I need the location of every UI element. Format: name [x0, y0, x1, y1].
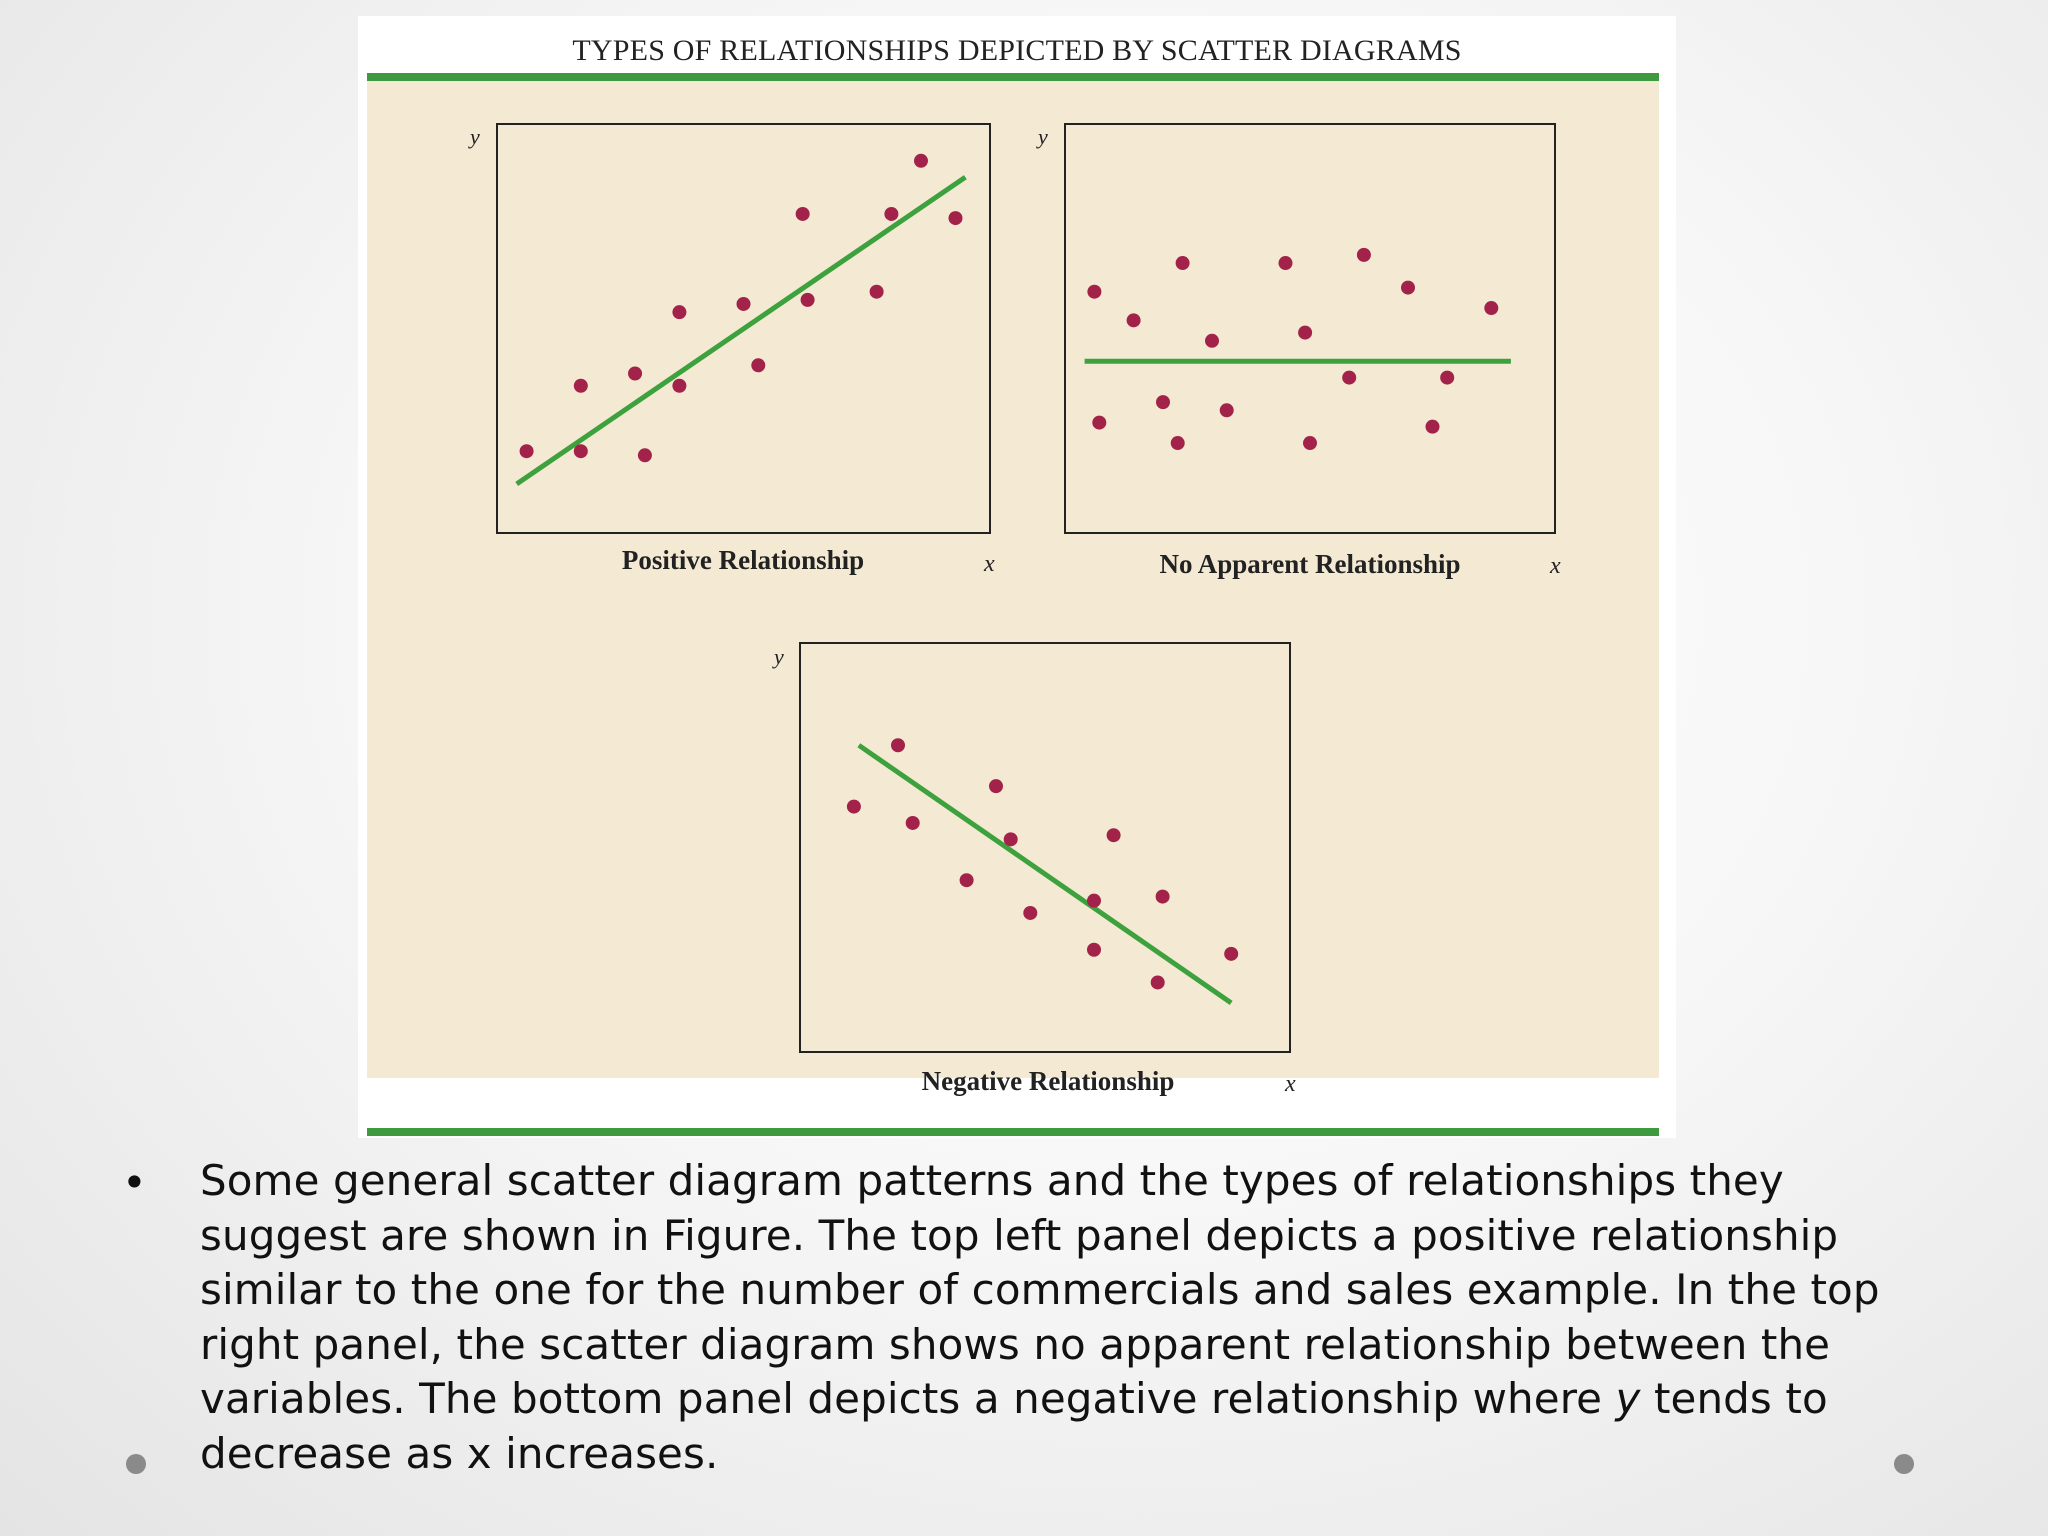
- data-point-bottom-1: [846, 799, 861, 814]
- data-point-top-right-6: [1298, 325, 1313, 340]
- figure-title: TYPES OF RELATIONSHIPS DEPICTED BY SCATT…: [572, 34, 1462, 67]
- slide-corner-dot-left: [126, 1454, 146, 1474]
- data-point-bottom-2: [891, 738, 905, 753]
- slide-corner-dot-right: [1894, 1454, 1914, 1474]
- figure: TYPES OF RELATIONSHIPS DEPICTED BY SCATT…: [358, 16, 1676, 1138]
- y-axis-label-bottom: y: [772, 644, 784, 669]
- data-point-top-left-10: [800, 292, 815, 307]
- panel-background: [367, 79, 1659, 1078]
- data-point-top-right-4: [1205, 333, 1219, 348]
- data-point-bottom-6: [1003, 832, 1018, 847]
- data-point-top-left-11: [795, 206, 810, 221]
- data-point-top-right-8: [1401, 280, 1415, 295]
- data-point-top-left-4: [573, 378, 588, 393]
- data-point-top-right-12: [1170, 436, 1185, 451]
- data-point-top-left-14: [913, 153, 928, 168]
- caption-text-before: Some general scatter diagram patterns an…: [200, 1156, 1880, 1423]
- caption-y-variable: y: [1615, 1374, 1641, 1423]
- data-point-top-right-10: [1092, 415, 1107, 430]
- trend-line-top-left: [515, 175, 967, 486]
- caption-text: Some general scatter diagram patterns an…: [200, 1154, 1940, 1481]
- data-point-top-right-15: [1342, 370, 1357, 385]
- y-axis-label-top-right: y: [1036, 124, 1048, 149]
- data-point-bottom-5: [989, 779, 1003, 794]
- data-point-top-right-7: [1356, 247, 1371, 262]
- data-point-top-right-5: [1278, 256, 1293, 271]
- data-point-top-right-11: [1156, 395, 1170, 410]
- data-point-bottom-4: [959, 873, 974, 888]
- data-point-top-left-15: [948, 211, 963, 226]
- data-point-top-left-5: [628, 366, 643, 381]
- panel-caption-top-right: No Apparent Relationship: [1159, 549, 1460, 579]
- data-point-top-right-13: [1219, 403, 1234, 418]
- data-point-bottom-3: [905, 815, 920, 830]
- scatter-figure: y x Positive Relationship y x No Apparent Rel…: [367, 73, 1659, 1136]
- caption-text-after: tends to decrease as x increases.: [200, 1374, 1828, 1478]
- x-axis-label-top-left: x: [983, 551, 995, 577]
- data-point-top-left-7: [672, 305, 687, 320]
- data-point-top-right-17: [1440, 370, 1455, 385]
- panel-caption-bottom: Negative Relationship: [922, 1066, 1175, 1096]
- top-rule: [367, 73, 1659, 81]
- data-point-top-right-14: [1303, 436, 1317, 451]
- data-point-bottom-10: [1155, 889, 1170, 904]
- plot-frame-top-left: [496, 123, 991, 534]
- plot-frame-top-right: [1064, 123, 1556, 534]
- data-point-top-left-1: [519, 444, 534, 459]
- data-point-top-left-9: [736, 296, 751, 311]
- data-point-bottom-11: [1087, 942, 1101, 957]
- data-point-top-right-9: [1484, 301, 1499, 316]
- data-point-bottom-12: [1150, 975, 1165, 990]
- plot-frame-bottom: [799, 642, 1291, 1053]
- trend-line-bottom: [857, 743, 1233, 1005]
- panel-caption-top-left: Positive Relationship: [622, 545, 864, 575]
- data-point-bottom-9: [1106, 828, 1121, 843]
- bullet-icon: •: [122, 1158, 147, 1207]
- x-axis-label-bottom: x: [1284, 1071, 1296, 1097]
- data-point-top-left-2: [573, 444, 588, 459]
- data-point-top-left-13: [884, 206, 899, 221]
- data-point-top-right-1: [1087, 284, 1102, 299]
- data-point-bottom-13: [1224, 946, 1239, 961]
- data-point-top-right-3: [1175, 256, 1190, 271]
- data-point-bottom-7: [1023, 905, 1038, 920]
- data-point-top-left-3: [637, 448, 652, 463]
- data-point-top-left-12: [869, 284, 884, 299]
- data-point-top-right-2: [1126, 313, 1141, 328]
- y-axis-label-top-left: y: [468, 124, 480, 149]
- bottom-rule: [367, 1128, 1659, 1136]
- data-point-top-left-8: [751, 358, 766, 373]
- data-point-bottom-8: [1087, 893, 1101, 908]
- x-axis-label-top-right: x: [1549, 553, 1561, 579]
- data-point-top-left-6: [672, 378, 687, 393]
- data-point-top-right-16: [1425, 419, 1440, 434]
